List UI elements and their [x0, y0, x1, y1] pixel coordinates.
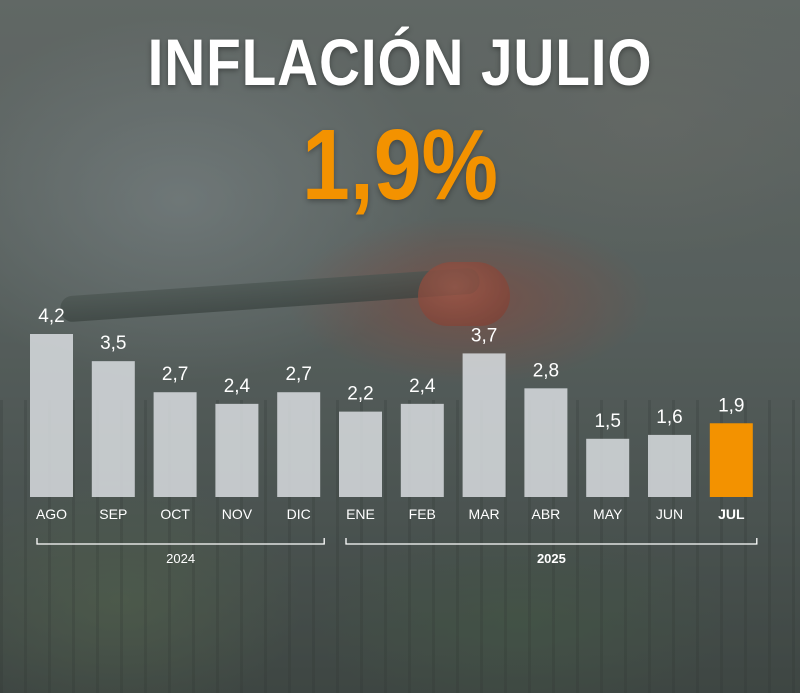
month-label-ene: ENE	[346, 506, 375, 522]
shopping-cart-cap	[418, 262, 510, 326]
month-label-oct: OCT	[160, 506, 190, 522]
bar-ene	[339, 411, 382, 497]
value-label-sep: 3,5	[100, 333, 126, 354]
value-label-may: 1,5	[594, 411, 620, 432]
month-label-may: MAY	[593, 506, 623, 522]
bar-dic	[277, 392, 321, 497]
bar-ago	[30, 334, 73, 497]
value-label-oct: 2,7	[162, 364, 188, 385]
month-label-mar: MAR	[469, 506, 500, 522]
value-label-dic: 2,7	[285, 364, 311, 385]
bar-jul	[709, 423, 753, 497]
bar-feb	[400, 403, 444, 497]
value-label-jul: 1,9	[718, 395, 744, 416]
year-label-2024: 2024	[166, 551, 195, 566]
value-label-jun: 1,6	[656, 407, 682, 428]
bar-sep	[91, 361, 135, 497]
bar-nov	[215, 403, 259, 497]
page-title: INFLACIÓN JULIO	[147, 25, 653, 99]
bar-may	[586, 438, 630, 497]
value-label-abr: 2,8	[533, 360, 559, 381]
month-label-ago: AGO	[36, 506, 67, 522]
year-label-2025: 2025	[537, 551, 566, 566]
month-label-abr: ABR	[532, 506, 561, 522]
bar-oct	[153, 392, 197, 497]
headline-value: 1,9%	[301, 109, 499, 221]
month-label-nov: NOV	[222, 506, 253, 522]
month-label-jul: JUL	[718, 506, 745, 522]
month-label-dic: DIC	[287, 506, 311, 522]
year-bracket-2025	[345, 538, 758, 545]
bar-mar	[462, 353, 506, 497]
value-label-ago: 4,2	[38, 306, 64, 327]
year-bracket-2024	[36, 538, 325, 545]
bar-jun	[648, 434, 691, 497]
value-label-nov: 2,4	[224, 376, 251, 397]
month-label-sep: SEP	[99, 506, 127, 522]
value-label-ene: 2,2	[347, 384, 373, 405]
month-label-jun: JUN	[656, 506, 683, 522]
value-label-mar: 3,7	[471, 325, 497, 346]
bar-abr	[524, 388, 568, 497]
value-label-feb: 2,4	[409, 376, 436, 397]
month-label-feb: FEB	[409, 506, 436, 522]
